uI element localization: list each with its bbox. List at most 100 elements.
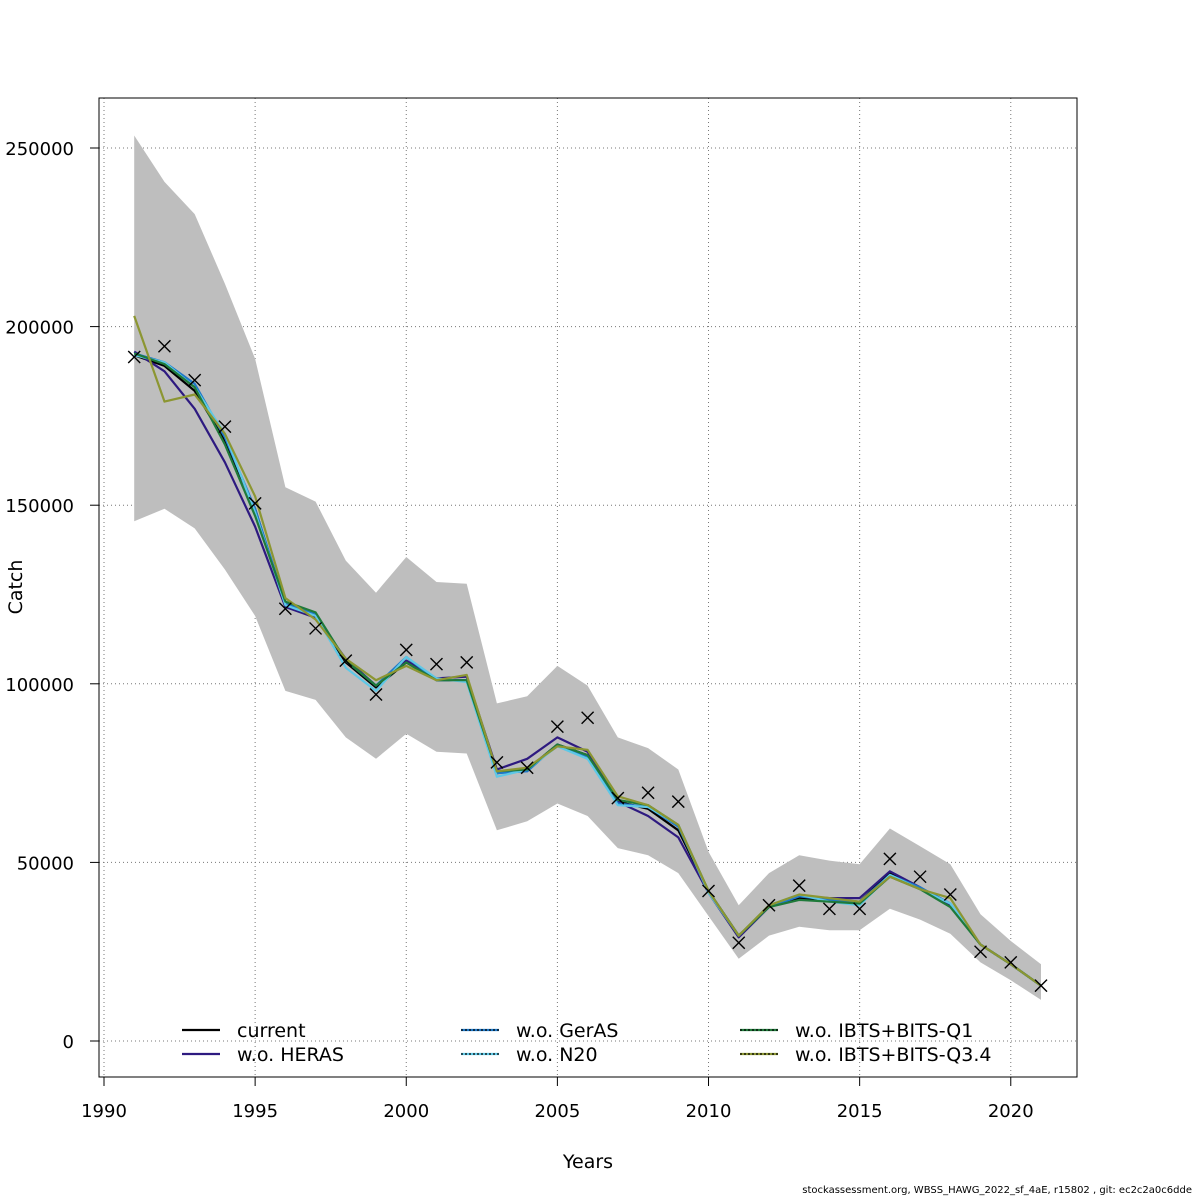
legend-label: current xyxy=(237,1020,306,1042)
observed-point-stroke xyxy=(792,879,806,893)
observed-point-stroke xyxy=(248,496,262,510)
y-axis: 0 50000 100000 150000 200000 250000 xyxy=(5,139,100,1053)
legend-item: w.o. GerAS xyxy=(461,1020,619,1042)
observed-point-stroke xyxy=(913,870,927,884)
observed-point xyxy=(157,339,171,353)
observed-point-stroke xyxy=(309,621,323,635)
legend-label: w.o. IBTS+BITS-Q3.4 xyxy=(795,1044,991,1066)
x-tick-label: 1990 xyxy=(81,1101,127,1122)
observed-point xyxy=(127,350,141,364)
legend-label: w.o. IBTS+BITS-Q1 xyxy=(795,1020,973,1042)
observed-point xyxy=(974,945,988,959)
y-tick-label: 0 xyxy=(63,1032,74,1053)
observed-point-stroke xyxy=(218,420,232,434)
observed-point-stroke xyxy=(550,720,564,734)
observed-point-stroke xyxy=(853,902,867,916)
observed-point xyxy=(490,755,504,769)
observed-point-stroke xyxy=(339,654,353,668)
legend-label: w.o. N20 xyxy=(516,1044,598,1066)
observed-point-stroke xyxy=(641,786,655,800)
legend-item: w.o. N20 xyxy=(461,1044,598,1066)
confidence-band xyxy=(134,135,1041,1000)
observed-point-stroke xyxy=(399,643,413,657)
observed-point xyxy=(883,852,897,866)
observed-point xyxy=(641,786,655,800)
observed-point xyxy=(399,643,413,657)
y-tick-label: 250000 xyxy=(5,139,74,160)
grid xyxy=(99,98,1077,1077)
observed-point-stroke xyxy=(943,888,957,902)
x-axis-title: Years xyxy=(562,1151,613,1173)
series-layer xyxy=(133,315,1042,987)
x-tick-label: 2020 xyxy=(988,1101,1034,1122)
y-tick-label: 50000 xyxy=(17,853,74,874)
observed-point xyxy=(581,711,595,725)
legend-item: w.o. IBTS+BITS-Q3.4 xyxy=(740,1044,991,1066)
x-tick-label: 2015 xyxy=(837,1101,883,1122)
observed-point xyxy=(460,655,474,669)
legend-item: current xyxy=(182,1020,306,1042)
observed-point xyxy=(671,795,685,809)
series-line-5 xyxy=(133,315,1042,987)
observed-point xyxy=(853,902,867,916)
observed-point xyxy=(188,373,202,387)
observed-point xyxy=(309,621,323,635)
observed-point-stroke xyxy=(822,902,836,916)
observed-point xyxy=(943,888,957,902)
observed-point xyxy=(913,870,927,884)
observed-point-stroke xyxy=(490,755,504,769)
observed-point xyxy=(1004,955,1018,969)
observed-point-stroke xyxy=(762,898,776,912)
observed-point-stroke xyxy=(369,688,383,702)
observed-point-stroke xyxy=(611,791,625,805)
observed-point xyxy=(369,688,383,702)
x-tick-label: 1995 xyxy=(232,1101,278,1122)
observed-point xyxy=(278,602,292,616)
observed-point-stroke xyxy=(278,602,292,616)
observed-point-stroke xyxy=(157,339,171,353)
observed-point xyxy=(611,791,625,805)
x-axis: 1990 1995 2000 2005 2010 2015 2020 xyxy=(81,1076,1034,1122)
observed-point xyxy=(1034,979,1048,993)
confidence-band-layer xyxy=(134,135,1041,1000)
observed-point xyxy=(550,720,564,734)
observed-point-stroke xyxy=(429,657,443,671)
legend-label: w.o. GerAS xyxy=(516,1020,619,1042)
observed-point-stroke xyxy=(127,350,141,364)
observed-point-stroke xyxy=(883,852,897,866)
y-axis-title: Catch xyxy=(5,560,27,615)
x-tick-label: 2005 xyxy=(534,1101,580,1122)
observed-point xyxy=(248,496,262,510)
observed-point xyxy=(702,884,716,898)
observed-point xyxy=(429,657,443,671)
legend-label: w.o. HERAS xyxy=(237,1044,344,1066)
observed-point-stroke xyxy=(974,945,988,959)
observed-point xyxy=(762,898,776,912)
observed-point xyxy=(218,420,232,434)
observed-point-stroke xyxy=(581,711,595,725)
observed-point-stroke xyxy=(732,936,746,950)
observed-point-stroke xyxy=(1004,955,1018,969)
observed-point xyxy=(822,902,836,916)
observed-point xyxy=(520,761,534,775)
x-tick-label: 2000 xyxy=(383,1101,429,1122)
observed-point-stroke xyxy=(1034,979,1048,993)
observed-point-stroke xyxy=(702,884,716,898)
observed-point xyxy=(732,936,746,950)
observed-point-stroke xyxy=(460,655,474,669)
legend-item: w.o. HERAS xyxy=(182,1044,344,1066)
observed-point-stroke xyxy=(188,373,202,387)
footer-note: stockassessment.org, WBSS_HAWG_2022_sf_4… xyxy=(802,1185,1192,1196)
observed-point-stroke xyxy=(671,795,685,809)
y-tick-label: 100000 xyxy=(5,675,74,696)
observed-point xyxy=(792,879,806,893)
observed-points-layer xyxy=(127,339,1048,993)
y-tick-label: 150000 xyxy=(5,496,74,517)
legend-item: w.o. IBTS+BITS-Q1 xyxy=(740,1020,973,1042)
y-tick-label: 200000 xyxy=(5,318,74,339)
observed-point xyxy=(339,654,353,668)
series-line-3 xyxy=(133,354,1042,987)
observed-point-stroke xyxy=(520,761,534,775)
